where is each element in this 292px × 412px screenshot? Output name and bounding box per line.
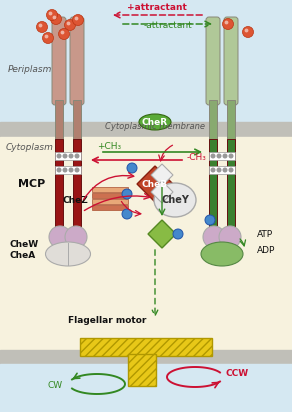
Text: MCP: MCP xyxy=(18,179,45,189)
Circle shape xyxy=(122,189,132,199)
Polygon shape xyxy=(137,166,173,202)
Circle shape xyxy=(75,154,79,158)
Bar xyxy=(92,205,128,210)
Bar xyxy=(80,338,212,356)
Bar xyxy=(0,364,292,412)
Bar xyxy=(0,137,292,352)
Circle shape xyxy=(36,21,48,33)
Circle shape xyxy=(46,9,58,21)
Circle shape xyxy=(217,154,221,158)
Circle shape xyxy=(75,168,79,172)
Circle shape xyxy=(245,28,248,33)
Ellipse shape xyxy=(139,114,171,130)
FancyBboxPatch shape xyxy=(224,17,238,105)
Circle shape xyxy=(65,19,76,30)
Circle shape xyxy=(58,28,69,40)
Bar xyxy=(92,187,128,192)
Text: CheR: CheR xyxy=(142,117,168,126)
Circle shape xyxy=(242,26,253,37)
Circle shape xyxy=(225,21,228,24)
Circle shape xyxy=(48,12,53,15)
Bar xyxy=(73,139,81,227)
Text: Cytoplasm: Cytoplasm xyxy=(6,143,54,152)
Bar xyxy=(92,199,128,204)
Circle shape xyxy=(211,154,215,158)
Text: CheY: CheY xyxy=(161,195,189,205)
Bar xyxy=(73,100,81,142)
FancyBboxPatch shape xyxy=(52,17,66,105)
Bar xyxy=(55,100,63,142)
Bar xyxy=(55,139,63,227)
Circle shape xyxy=(63,154,67,158)
Circle shape xyxy=(211,168,215,172)
Bar xyxy=(55,152,81,160)
Bar xyxy=(227,139,235,227)
Bar xyxy=(55,166,81,174)
Circle shape xyxy=(57,154,61,158)
Circle shape xyxy=(223,19,234,30)
Bar xyxy=(209,166,235,174)
Ellipse shape xyxy=(46,242,91,266)
Text: Cytoplasmic membrane: Cytoplasmic membrane xyxy=(105,122,205,131)
Circle shape xyxy=(65,226,87,248)
Polygon shape xyxy=(151,181,173,203)
Text: CheB: CheB xyxy=(142,180,168,189)
Circle shape xyxy=(69,154,73,158)
Polygon shape xyxy=(148,220,176,248)
Circle shape xyxy=(57,168,61,172)
Circle shape xyxy=(205,215,215,225)
Bar xyxy=(128,354,156,386)
Circle shape xyxy=(39,23,42,28)
Circle shape xyxy=(53,16,56,19)
Circle shape xyxy=(203,226,225,248)
Circle shape xyxy=(51,14,62,24)
Circle shape xyxy=(217,168,221,172)
FancyBboxPatch shape xyxy=(206,17,220,105)
Ellipse shape xyxy=(201,242,243,266)
Circle shape xyxy=(72,14,84,26)
Circle shape xyxy=(173,229,183,239)
Circle shape xyxy=(229,154,233,158)
Circle shape xyxy=(74,16,79,21)
Text: CCW: CCW xyxy=(226,368,249,377)
Ellipse shape xyxy=(154,183,196,217)
Circle shape xyxy=(219,226,241,248)
Text: Periplasm: Periplasm xyxy=(8,65,52,74)
Text: +attractant: +attractant xyxy=(127,3,187,12)
Circle shape xyxy=(69,168,73,172)
Text: -attractant: -attractant xyxy=(144,21,192,30)
FancyBboxPatch shape xyxy=(70,17,84,105)
Bar xyxy=(0,350,292,366)
Bar xyxy=(0,122,292,140)
Circle shape xyxy=(223,154,227,158)
Polygon shape xyxy=(151,164,173,186)
Text: Flagellar motor: Flagellar motor xyxy=(68,316,146,325)
Text: CW: CW xyxy=(47,381,62,390)
Circle shape xyxy=(229,168,233,172)
Text: +CH₃: +CH₃ xyxy=(97,142,121,151)
Circle shape xyxy=(63,168,67,172)
Bar xyxy=(209,100,217,142)
Circle shape xyxy=(45,35,48,38)
Circle shape xyxy=(122,209,132,219)
Circle shape xyxy=(223,168,227,172)
Circle shape xyxy=(67,21,70,26)
Text: CheZ: CheZ xyxy=(62,196,88,204)
Bar xyxy=(0,0,292,124)
Text: -CH₃: -CH₃ xyxy=(187,153,207,162)
Circle shape xyxy=(127,163,137,173)
Circle shape xyxy=(60,30,65,35)
Bar xyxy=(209,152,235,160)
Text: ADP: ADP xyxy=(257,246,275,255)
Bar xyxy=(92,193,128,198)
Circle shape xyxy=(49,226,71,248)
Bar xyxy=(209,139,217,227)
Text: CheW
CheA: CheW CheA xyxy=(10,240,39,260)
Circle shape xyxy=(43,33,53,44)
Text: ATP: ATP xyxy=(257,229,273,239)
Bar xyxy=(227,100,235,142)
